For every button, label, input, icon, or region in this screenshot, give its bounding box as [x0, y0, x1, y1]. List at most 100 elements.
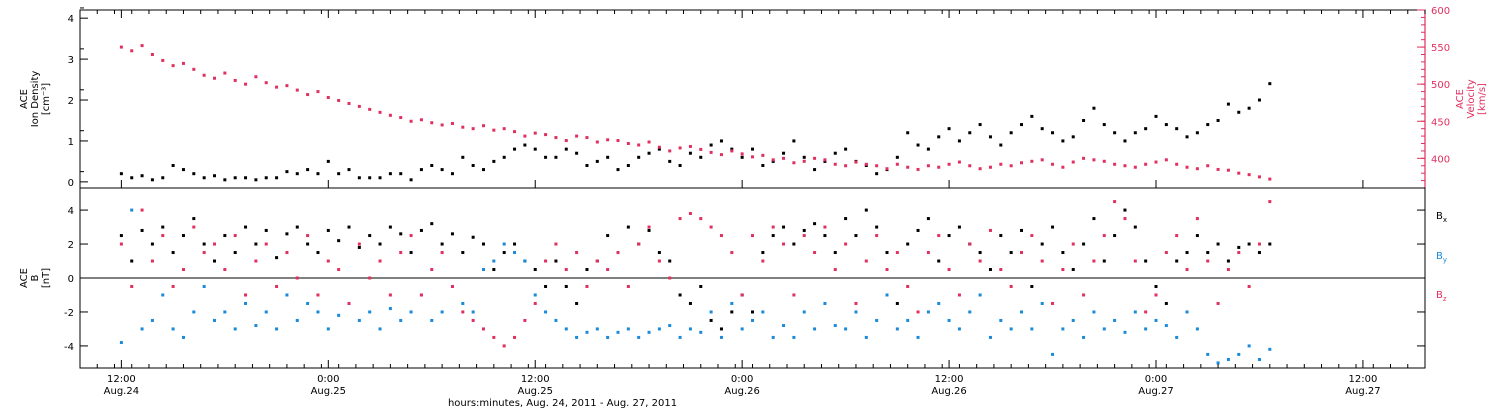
x-axis-title: hours:minutes, Aug. 24, 2011 - Aug. 27, … — [448, 398, 677, 409]
top-right-tick-label: 550 — [1431, 43, 1450, 54]
density-point — [1092, 106, 1096, 110]
bz-point — [409, 234, 413, 238]
density-point — [637, 155, 641, 159]
top-left-axis-title: [cm⁻³] — [41, 83, 52, 115]
density-point — [337, 172, 341, 176]
bz-point — [1175, 234, 1179, 238]
density-point — [1133, 131, 1137, 135]
velocity-point — [1020, 161, 1023, 165]
legend-label-y: By — [1436, 251, 1447, 264]
bx-point — [1237, 245, 1241, 249]
by-point — [1175, 335, 1179, 339]
xtick-label-time: 0:00 — [317, 374, 339, 385]
bx-point — [461, 251, 465, 255]
bx-point — [388, 225, 392, 229]
bx-point — [730, 310, 734, 314]
bx-point — [1216, 242, 1220, 246]
bx-point — [192, 217, 196, 221]
velocity-point — [688, 144, 692, 148]
density-point — [1040, 127, 1044, 131]
bz-point — [523, 318, 527, 322]
bx-point — [864, 208, 868, 212]
density-point — [1113, 131, 1117, 135]
bz-point — [926, 251, 930, 255]
by-point — [999, 318, 1003, 322]
by-point — [771, 335, 775, 339]
density-point — [647, 151, 651, 155]
bx-point — [937, 259, 941, 263]
density-point — [616, 168, 620, 172]
bz-point — [399, 251, 403, 255]
velocity-point — [988, 165, 992, 169]
by-point — [171, 327, 175, 331]
by-point — [1164, 324, 1168, 328]
velocity-point — [533, 131, 537, 135]
bz-point — [585, 284, 589, 288]
by-point — [119, 341, 123, 345]
velocity-point — [544, 133, 548, 137]
velocity-point — [678, 146, 682, 150]
by-point — [275, 327, 279, 331]
velocity-point — [357, 104, 361, 108]
velocity-point — [181, 61, 185, 65]
velocity-point — [368, 107, 372, 111]
bz-point — [678, 217, 682, 221]
velocity-point — [1009, 164, 1013, 168]
by-point — [864, 335, 868, 339]
velocity-point — [1216, 167, 1220, 171]
bottom-axis-title: [nT] — [41, 268, 52, 288]
top-left-tick-label: 4 — [68, 14, 74, 25]
by-point — [161, 293, 165, 297]
velocity-point — [968, 164, 972, 168]
by-point — [823, 301, 827, 305]
bx-point — [1268, 242, 1272, 246]
velocity-point — [978, 167, 982, 171]
bz-point — [419, 293, 423, 297]
density-point — [813, 168, 817, 172]
bz-point — [802, 234, 806, 238]
by-point — [306, 301, 310, 305]
bz-point — [1216, 301, 1220, 305]
by-point — [699, 330, 703, 334]
bz-point — [1144, 310, 1148, 314]
velocity-point — [554, 136, 558, 140]
density-point — [409, 178, 413, 182]
density-point — [306, 168, 310, 172]
bx-point — [813, 222, 817, 226]
velocity-point — [244, 82, 248, 86]
bz-point — [233, 234, 237, 238]
density-point — [1164, 123, 1168, 127]
density-point — [223, 178, 227, 182]
by-point — [337, 313, 341, 317]
by-point — [1040, 301, 1044, 305]
density-point — [988, 135, 992, 139]
bz-point — [864, 259, 868, 263]
velocity-point — [150, 53, 154, 56]
by-point — [430, 318, 434, 322]
by-point — [1154, 318, 1158, 322]
by-point — [595, 327, 599, 331]
bx-point — [709, 318, 713, 322]
density-point — [544, 155, 548, 159]
by-point — [357, 318, 361, 322]
by-point — [1268, 347, 1272, 351]
bz-point — [1092, 259, 1096, 263]
bz-point — [875, 234, 879, 238]
bx-point — [202, 242, 206, 246]
xtick-label-date: Aug.27 — [1138, 386, 1173, 397]
bz-point — [192, 225, 196, 229]
top-right-tick-label: 500 — [1431, 80, 1450, 91]
velocity-point — [461, 125, 465, 129]
bx-point — [875, 225, 879, 229]
density-point — [1195, 131, 1199, 135]
bz-point — [482, 327, 485, 331]
bx-point — [409, 251, 413, 255]
bz-point — [637, 242, 641, 246]
bz-point — [1185, 268, 1189, 272]
bx-point — [1092, 217, 1096, 221]
velocity-point — [513, 130, 517, 134]
bz-point — [895, 251, 899, 255]
bz-point — [699, 217, 703, 221]
bx-point — [482, 242, 485, 246]
by-point — [461, 301, 465, 305]
